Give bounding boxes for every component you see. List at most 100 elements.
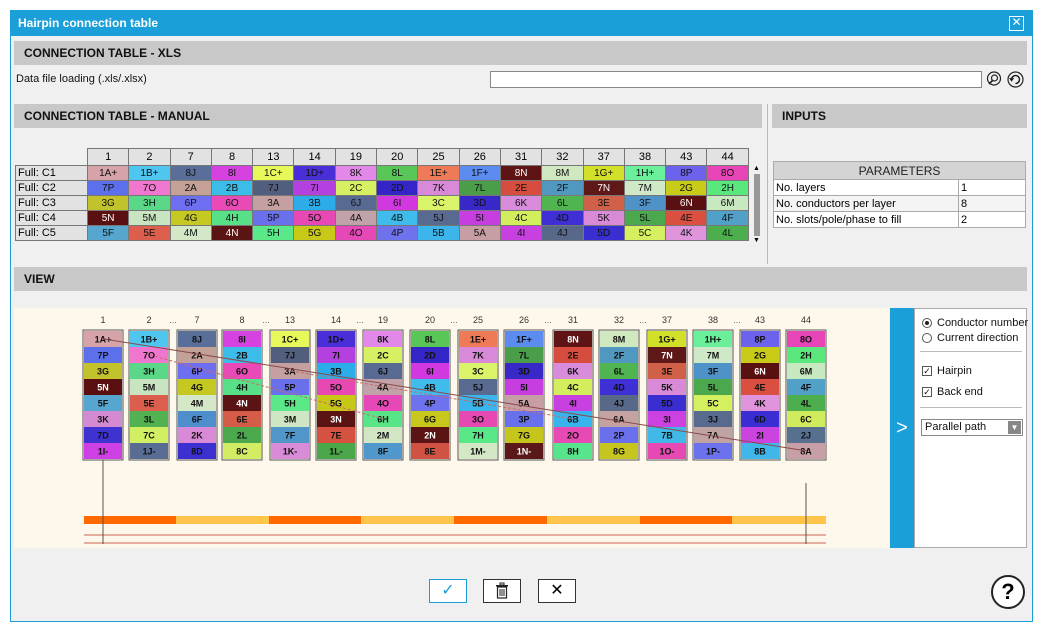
- conductor-cell[interactable]: [554, 331, 592, 347]
- table-cell[interactable]: 4K: [665, 225, 708, 241]
- table-cell[interactable]: 2G: [665, 180, 708, 196]
- table-cell[interactable]: 8O: [706, 165, 749, 181]
- confirm-button[interactable]: ✓: [429, 579, 467, 603]
- table-cell[interactable]: 4N: [210, 225, 254, 241]
- table-cell[interactable]: 4O: [334, 225, 378, 241]
- conductor-cell[interactable]: [787, 379, 825, 395]
- conductor-cell[interactable]: [694, 347, 732, 363]
- table-cell[interactable]: 3H: [128, 195, 171, 211]
- conductor-cell[interactable]: [648, 411, 686, 427]
- table-cell[interactable]: 4A: [334, 210, 378, 226]
- conductor-cell[interactable]: [600, 443, 638, 459]
- table-cell[interactable]: 1H+: [623, 165, 667, 181]
- conductor-cell[interactable]: [741, 363, 779, 379]
- conductor-cell[interactable]: [411, 395, 449, 411]
- conductor-cell[interactable]: [505, 363, 543, 379]
- conductor-cell[interactable]: [411, 443, 449, 459]
- table-scrollbar[interactable]: ▲ ▼: [753, 165, 761, 245]
- param-value[interactable]: 1: [958, 179, 1026, 196]
- conductor-cell[interactable]: [317, 379, 355, 395]
- conductor-cell[interactable]: [787, 331, 825, 347]
- conductor-cell[interactable]: [787, 363, 825, 379]
- table-cell[interactable]: 4M: [169, 225, 212, 241]
- conductor-cell[interactable]: [787, 427, 825, 443]
- conductor-cell[interactable]: [271, 427, 309, 443]
- parallel-path-select[interactable]: Parallel path ▼: [921, 419, 1023, 436]
- conductor-cell[interactable]: [648, 443, 686, 459]
- conductor-cell[interactable]: [600, 347, 638, 363]
- table-cell[interactable]: 2H: [706, 180, 749, 196]
- table-cell[interactable]: 6M: [706, 195, 749, 211]
- conductor-cell[interactable]: [741, 443, 779, 459]
- conductor-cell[interactable]: [554, 395, 592, 411]
- table-cell[interactable]: 3C: [417, 195, 460, 211]
- conductor-cell[interactable]: [600, 427, 638, 443]
- conductor-cell[interactable]: [317, 411, 355, 427]
- table-cell[interactable]: 5N: [86, 210, 130, 226]
- table-cell[interactable]: 6L: [541, 195, 584, 211]
- conductor-cell[interactable]: [317, 363, 355, 379]
- table-cell[interactable]: 3G: [86, 195, 130, 211]
- conductor-cell[interactable]: [411, 331, 449, 347]
- conductor-cell[interactable]: [84, 379, 122, 395]
- table-cell[interactable]: 7N: [582, 180, 625, 196]
- conductor-cell[interactable]: [411, 427, 449, 443]
- conductor-cell[interactable]: [648, 363, 686, 379]
- table-cell[interactable]: 1D+: [293, 165, 336, 181]
- table-cell[interactable]: 5F: [86, 225, 130, 241]
- table-cell[interactable]: 5G: [293, 225, 336, 241]
- help-button[interactable]: ?: [991, 575, 1025, 609]
- reload-icon[interactable]: [1007, 71, 1024, 88]
- conductor-cell[interactable]: [271, 411, 309, 427]
- table-cell[interactable]: 5D: [582, 225, 625, 241]
- scroll-up-icon[interactable]: ▲: [753, 165, 760, 172]
- table-cell[interactable]: 4B: [376, 210, 419, 226]
- conductor-cell[interactable]: [459, 363, 497, 379]
- scroll-down-icon[interactable]: ▼: [753, 237, 760, 244]
- conductor-cell[interactable]: [694, 331, 732, 347]
- conductor-cell[interactable]: [364, 395, 402, 411]
- conductor-cell[interactable]: [459, 443, 497, 459]
- table-cell[interactable]: 4J: [541, 225, 584, 241]
- table-cell[interactable]: 5C: [623, 225, 667, 241]
- conductor-cell[interactable]: [648, 331, 686, 347]
- conductor-cell[interactable]: [271, 443, 309, 459]
- conductor-cell[interactable]: [364, 331, 402, 347]
- table-cell[interactable]: 7M: [623, 180, 667, 196]
- table-cell[interactable]: 2F: [541, 180, 584, 196]
- conductor-cell[interactable]: [223, 363, 261, 379]
- options-toggle-button[interactable]: >: [890, 308, 914, 548]
- conductor-cell[interactable]: [84, 363, 122, 379]
- table-cell[interactable]: 4H: [210, 210, 254, 226]
- conductor-cell[interactable]: [741, 331, 779, 347]
- conductor-cell[interactable]: [741, 411, 779, 427]
- table-cell[interactable]: 4G: [169, 210, 212, 226]
- conductor-cell[interactable]: [694, 427, 732, 443]
- table-cell[interactable]: 5E: [128, 225, 171, 241]
- conductor-cell[interactable]: [600, 363, 638, 379]
- conductor-cell[interactable]: [694, 395, 732, 411]
- conductor-cell[interactable]: [223, 331, 261, 347]
- conductor-cell[interactable]: [271, 395, 309, 411]
- conductor-cell[interactable]: [694, 411, 732, 427]
- conductor-cell[interactable]: [787, 395, 825, 411]
- table-cell[interactable]: 3E: [582, 195, 625, 211]
- table-cell[interactable]: 4P: [376, 225, 419, 241]
- conductor-cell[interactable]: [364, 427, 402, 443]
- conductor-cell[interactable]: [178, 443, 216, 459]
- conductor-cell[interactable]: [223, 443, 261, 459]
- cancel-button[interactable]: ✕: [538, 579, 576, 603]
- table-cell[interactable]: 6O: [210, 195, 254, 211]
- conductor-cell[interactable]: [84, 331, 122, 347]
- conductor-cell[interactable]: [223, 427, 261, 443]
- table-cell[interactable]: 3F: [623, 195, 667, 211]
- table-cell[interactable]: 1G+: [582, 165, 625, 181]
- conductor-cell[interactable]: [741, 379, 779, 395]
- conductor-cell[interactable]: [317, 347, 355, 363]
- table-cell[interactable]: 8I: [210, 165, 254, 181]
- conductor-cell[interactable]: [648, 427, 686, 443]
- table-cell[interactable]: 4L: [706, 225, 749, 241]
- conductor-cell[interactable]: [223, 411, 261, 427]
- conductor-cell[interactable]: [648, 379, 686, 395]
- param-value[interactable]: 2: [958, 211, 1026, 228]
